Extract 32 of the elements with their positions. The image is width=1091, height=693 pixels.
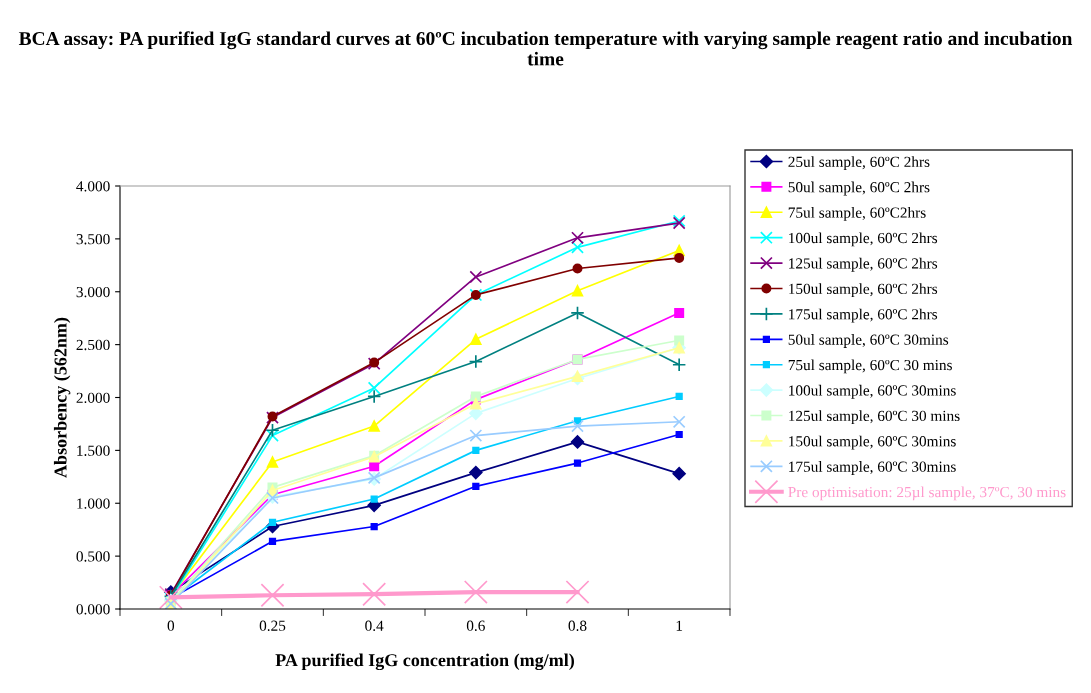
x-tick-label: 1 xyxy=(676,620,683,631)
legend-label: 125ul sample, 60ºC 2hrs xyxy=(789,257,938,272)
legend-label: 25ul sample, 60ºC 2hrs xyxy=(788,156,930,171)
x-axis-title: PA purified IgG concentration (mg/ml) xyxy=(275,653,574,671)
x-tick-label: 0.6 xyxy=(466,620,485,631)
chart-title: BCA assay: PA purified IgG standard curves at 60ºC incubation temperature with varying sample reagent ratio and incubation time xyxy=(18,31,1073,66)
y-tick-label: 1.500 xyxy=(77,445,110,456)
legend-label: 75ul sample, 60ºC 30 mins xyxy=(788,359,952,374)
legend-label: 150ul sample, 60ºC 2hrs xyxy=(789,283,938,298)
y-tick-label: 3.000 xyxy=(76,286,110,298)
legend-label: 50ul sample, 60ºC 30mins xyxy=(788,334,949,348)
legend-label: 125ul sample, 60ºC 30 mins xyxy=(789,410,960,425)
legend-label: 100ul sample, 60ºC 2hrs xyxy=(789,232,938,247)
y-tick-label: 4.000 xyxy=(76,181,110,192)
legend-label: 150ul sample, 60ºC 30mins xyxy=(789,435,956,450)
legend-label: Pre optimisation: 25µl sample, 37ºC, 30 mins xyxy=(788,486,1066,501)
y-tick-label: 0.000 xyxy=(76,604,110,615)
x-tick-label: 0.8 xyxy=(568,620,587,631)
x-tick-label: 0 xyxy=(167,620,175,631)
legend-label: 175ul sample, 60ºC 30mins xyxy=(789,461,956,475)
legend-label: 175ul sample, 60ºC 2hrs xyxy=(789,308,938,323)
y-tick-label: 2.000 xyxy=(76,392,110,404)
y-axis-title: Absorbency (562nm) xyxy=(53,317,71,478)
y-tick-label: 3.500 xyxy=(76,234,110,245)
legend-label: 50ul sample, 60ºC 2hrs xyxy=(788,181,930,196)
y-tick-label: 0.500 xyxy=(76,551,110,562)
legend-label: 100ul sample, 60ºC 30mins xyxy=(789,384,956,399)
x-tick-label: 0.4 xyxy=(365,620,384,631)
legend-label: 75ul sample, 60ºC2hrs xyxy=(788,207,926,221)
y-tick-label: 1.000 xyxy=(77,498,110,509)
y-tick-label: 2.500 xyxy=(76,339,110,351)
x-tick-label: 0.25 xyxy=(259,620,286,631)
